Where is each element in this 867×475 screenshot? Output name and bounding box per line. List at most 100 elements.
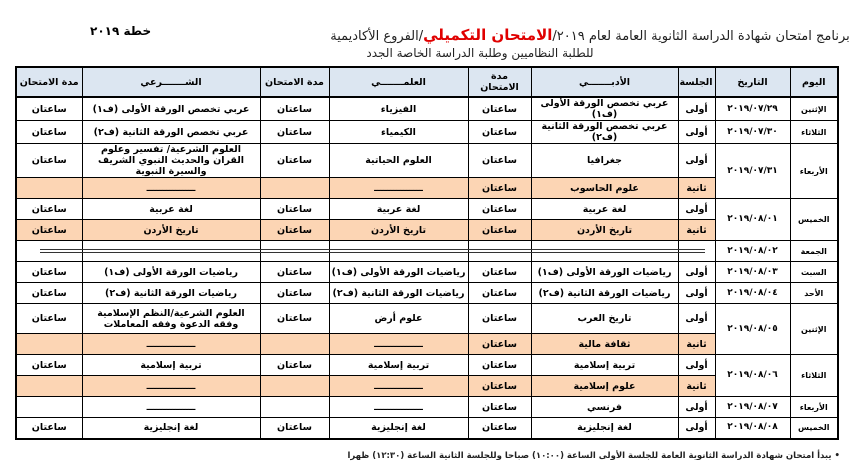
- session-cell: أولى: [677, 354, 716, 376]
- sharia-duration-cell: ساعتان: [15, 282, 83, 304]
- table-row: ثانية علوم الحاسوب ساعتان ـــــــــــــــ ــ…: [15, 177, 838, 199]
- literary-duration-cell: ساعتان: [467, 143, 532, 178]
- col-scientific: العلمـــــــي: [328, 66, 469, 98]
- scientific-duration-cell: ساعتان: [259, 120, 330, 144]
- sharia-subject-cell: العلوم الشرعية/ تفسير وعلوم القران والحد…: [81, 143, 261, 178]
- session-cell: أولى: [677, 96, 716, 121]
- literary-duration-cell: ساعتان: [467, 303, 532, 334]
- scientific-duration-cell: [259, 333, 330, 355]
- col-literary-duration: مدة الامتحان: [467, 66, 532, 98]
- footnote: • يبدأ امتحان شهادة الدراسة الثانوية الع…: [347, 451, 840, 461]
- scientific-subject-cell: تربية إسلامية: [328, 354, 469, 376]
- literary-duration-cell: ساعتان: [467, 198, 532, 220]
- scientific-duration-cell: [259, 396, 330, 418]
- literary-subject-cell: عربي تخصص الورقة الثانية (ف٢): [530, 120, 679, 144]
- table-row: ثانية علوم إسلامية ساعتان ـــــــــــــــ ــ…: [15, 375, 838, 397]
- sharia-subject-cell: تاريخ الأردن: [81, 219, 261, 241]
- table-row: ثانية تاريخ الأردن ساعتان تاريخ الأردن ساعتا…: [15, 219, 838, 241]
- session-cell: ثانية: [677, 375, 716, 397]
- table-row: الإثنين ٢٠١٩/٠٨/٠٥ أولى تاريخ العرب ساعتان عل…: [15, 303, 839, 355]
- col-sharia-duration: مدة الامتحان: [15, 66, 83, 98]
- sharia-subject-cell: ـــــــــــــــ: [81, 177, 261, 199]
- date-cell: ٢٠١٩/٠٨/٠٦: [714, 354, 791, 397]
- table-row: الأربعاء ٢٠١٩/٠٨/٠٧ أولى فرنسي ساعتان ـــــــ…: [15, 396, 839, 418]
- scientific-subject-cell: ـــــــــــــــ: [328, 177, 469, 199]
- sharia-subject-cell: تربية إسلامية: [81, 354, 261, 376]
- date-cell: ٢٠١٩/٠٨/٠٨: [714, 417, 791, 439]
- scientific-subject-cell: لغة إنجليزية: [328, 417, 469, 439]
- sharia-duration-cell: [15, 333, 83, 355]
- scientific-subject-cell: رياضيات الورقة الأولى (ف١): [328, 261, 469, 283]
- sharia-subject-cell: رياضيات الورقة الثانية (ف٢): [81, 282, 261, 304]
- literary-subject-cell: عربي تخصص الورقة الأولى (ف١): [530, 96, 679, 121]
- literary-subject-cell: علوم إسلامية: [530, 375, 679, 397]
- day-cell: الجمعة: [789, 240, 839, 262]
- scientific-duration-cell: ساعتان: [259, 198, 330, 220]
- day-cell: الأربعاء: [789, 143, 839, 199]
- literary-duration-cell: ساعتان: [467, 219, 532, 241]
- sharia-duration-cell: ساعتان: [15, 219, 83, 241]
- title-highlight: الامتحان التكميلي: [423, 26, 553, 44]
- sharia-duration-cell: ساعتان: [15, 261, 83, 283]
- literary-subject-cell: لغة عربية: [530, 198, 679, 220]
- day-cell: الخميس: [789, 198, 839, 241]
- literary-subject-cell: رياضيات الورقة الأولى (ف١): [530, 261, 679, 283]
- table-row: الأحد ٢٠١٩/٠٨/٠٤ أولى رياضيات الورقة الثاني…: [15, 282, 839, 304]
- date-cell: ٢٠١٩/٠٨/٠٢: [714, 240, 791, 262]
- day-cell: الأحد: [789, 282, 839, 304]
- document-subtitle: للطلبة النظاميين وطلبة الدراسة الخاصة ال…: [366, 46, 594, 60]
- literary-subject-cell: علوم الحاسوب: [530, 177, 679, 199]
- scientific-duration-cell: ساعتان: [259, 219, 330, 241]
- date-cell: ٢٠١٩/٠٨/٠٣: [714, 261, 791, 283]
- sharia-subject-cell: ـــــــــــــــ: [81, 396, 261, 418]
- scientific-duration-cell: ساعتان: [259, 143, 330, 178]
- literary-duration-cell: ساعتان: [467, 282, 532, 304]
- session-cell: أولى: [677, 198, 716, 220]
- sharia-duration-cell: ساعتان: [15, 143, 83, 178]
- sharia-subject-cell: رياضيات الورقة الأولى (ف١): [81, 261, 261, 283]
- literary-subject-cell: لغة إنجليزية: [530, 417, 679, 439]
- sharia-duration-cell: ساعتان: [15, 303, 83, 334]
- sharia-subject-cell: العلوم الشرعية/النظم الإسلامية وفقه الدع…: [81, 303, 261, 334]
- col-scientific-duration: مدة الامتحان: [259, 66, 330, 98]
- scientific-duration-cell: ساعتان: [259, 354, 330, 376]
- table-row: الإثنين ٢٠١٩/٠٧/٢٩ أولى عربي تخصص الورقة ال…: [15, 96, 839, 121]
- sharia-duration-cell: ساعتان: [15, 96, 83, 121]
- col-date: التاريخ: [714, 66, 791, 98]
- day-cell: السبت: [789, 261, 839, 283]
- scientific-duration-cell: ساعتان: [259, 417, 330, 439]
- title-suffix: /الفروع الأكاديمية: [330, 29, 424, 44]
- literary-duration-cell: ساعتان: [467, 417, 532, 439]
- literary-duration-cell: ساعتان: [467, 375, 532, 397]
- literary-duration-cell: ساعتان: [467, 120, 532, 144]
- scientific-duration-cell: [259, 375, 330, 397]
- col-sharia: الشـــــــرعي: [81, 66, 261, 98]
- literary-duration-cell: ساعتان: [467, 396, 532, 418]
- sharia-subject-cell: عربي تخصص الورقة الثانية (ف٢): [81, 120, 261, 144]
- literary-duration-cell: ساعتان: [467, 261, 532, 283]
- literary-duration-cell: ساعتان: [467, 177, 532, 199]
- date-cell: ٢٠١٩/٠٧/٣٠: [714, 120, 791, 144]
- literary-subject-cell: فرنسي: [530, 396, 679, 418]
- date-cell: ٢٠١٩/٠٧/٢٩: [714, 96, 791, 121]
- literary-subject-cell: تربية إسلامية: [530, 354, 679, 376]
- scientific-subject-cell: لغة عربية: [328, 198, 469, 220]
- col-day: اليوم: [789, 66, 839, 98]
- sharia-duration-cell: ساعتان: [15, 198, 83, 220]
- session-cell: أولى: [677, 143, 716, 178]
- scientific-duration-cell: ساعتان: [259, 261, 330, 283]
- session-cell: أولى: [677, 261, 716, 283]
- sharia-duration-cell: ساعتان: [15, 354, 83, 376]
- day-cell: الثلاثاء: [789, 354, 839, 397]
- scientific-subject-cell: الكيمياء: [328, 120, 469, 144]
- table-header-row: اليوم التاريخ الجلسة الأدبـــــــي مدة ا…: [15, 66, 839, 98]
- table-row: السبت ٢٠١٩/٠٨/٠٣ أولى رياضيات الورقة الأولى…: [15, 261, 839, 283]
- sharia-duration-cell: [15, 177, 83, 199]
- day-cell: الإثنين: [789, 96, 839, 121]
- scientific-duration-cell: ساعتان: [259, 282, 330, 304]
- date-cell: ٢٠١٩/٠٨/٠٤: [714, 282, 791, 304]
- date-cell: ٢٠١٩/٠٨/٠١: [714, 198, 791, 241]
- date-cell: ٢٠١٩/٠٧/٣١: [714, 143, 791, 199]
- sharia-duration-cell: ساعتان: [15, 120, 83, 144]
- table-row: الخميس ٢٠١٩/٠٨/٠٨ أولى لغة إنجليزية ساعتان لغ…: [15, 417, 839, 439]
